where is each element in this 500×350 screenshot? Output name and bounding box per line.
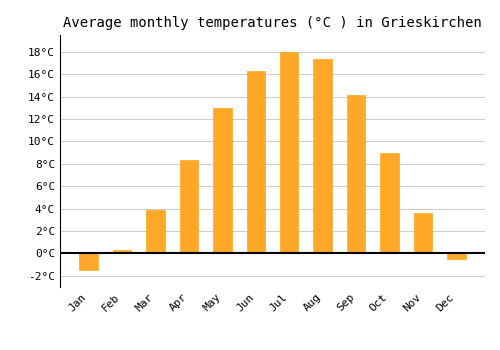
Bar [280,52,298,253]
Bar [180,160,198,253]
Bar [146,210,165,253]
Bar [380,153,399,253]
Bar [80,253,98,270]
Bar [314,58,332,253]
Bar [246,71,265,253]
Bar [213,108,232,253]
Bar [347,96,366,253]
Bar [113,250,131,253]
Bar [414,213,432,253]
Bar [448,253,466,259]
Title: Average monthly temperatures (°C ) in Grieskirchen: Average monthly temperatures (°C ) in Gr… [63,16,482,30]
